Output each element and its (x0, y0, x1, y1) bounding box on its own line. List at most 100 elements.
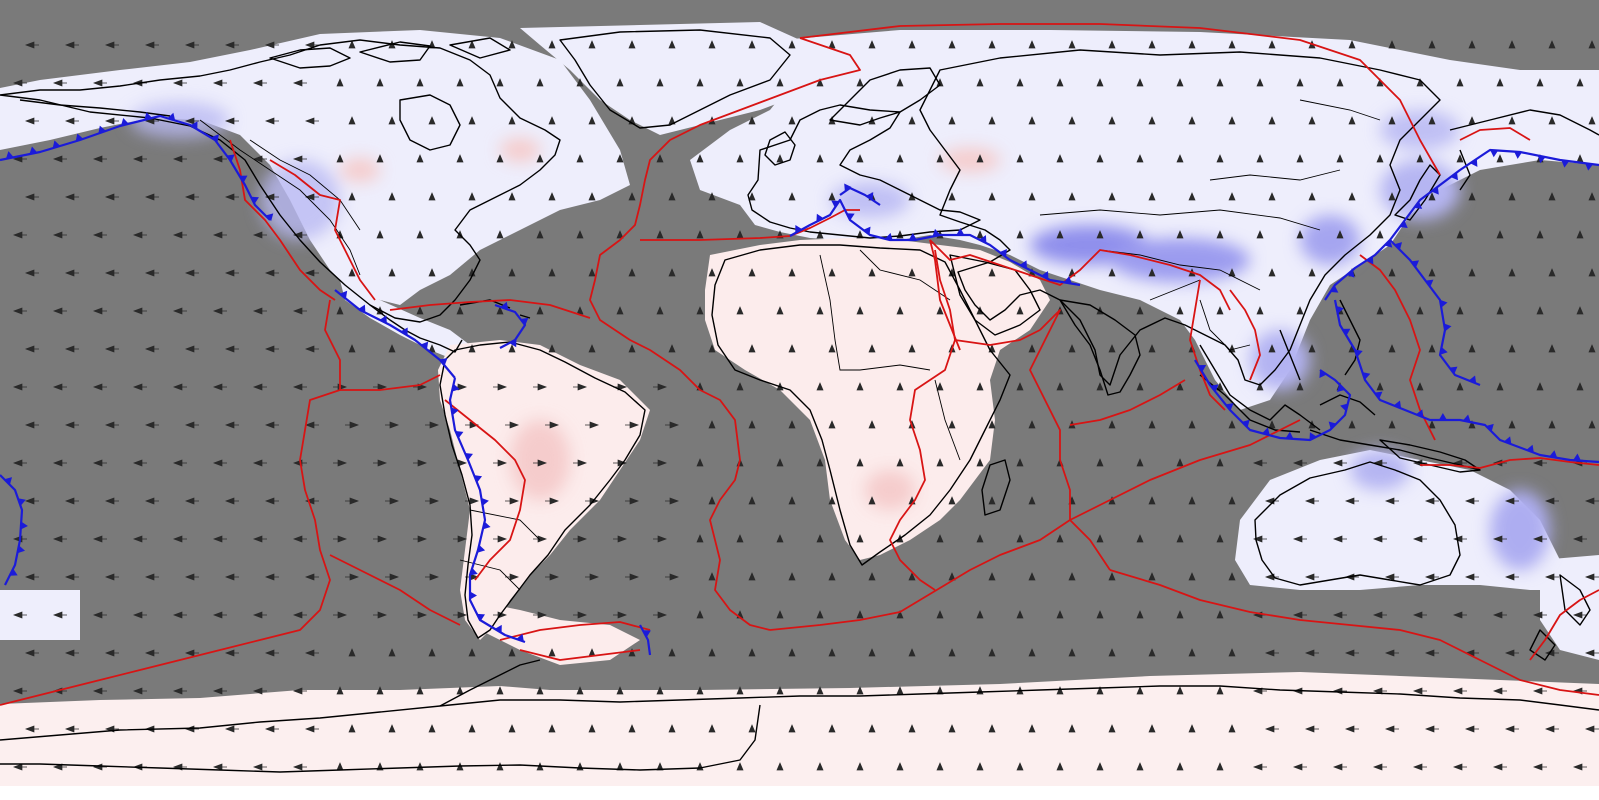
velocity-arrow (1308, 344, 1316, 353)
velocity-arrow (988, 496, 996, 505)
subduction-tooth (1438, 413, 1447, 420)
velocity-arrow (453, 611, 467, 619)
velocity-arrow (828, 420, 836, 429)
subduction-tooth (1450, 172, 1458, 181)
velocity-arrow (1268, 268, 1276, 277)
subduction-tooth (17, 545, 25, 554)
ridge-burma-andaman (1189, 279, 1226, 411)
velocity-arrow (1416, 78, 1424, 87)
velocity-arrow (816, 610, 824, 619)
velocity-arrow (348, 116, 356, 125)
subduction-tooth (1573, 453, 1582, 461)
velocity-arrow (828, 724, 836, 733)
velocity-arrow (988, 724, 996, 733)
velocity-arrow (1425, 573, 1439, 581)
velocity-arrow (348, 192, 356, 201)
velocity-arrow (748, 116, 756, 125)
ridge-azores-gibraltar (640, 235, 791, 241)
coastline-british-isles (764, 131, 796, 166)
velocity-arrow (1548, 268, 1556, 277)
subduction-tooth (17, 498, 26, 506)
velocity-arrow (696, 306, 704, 315)
velocity-arrow (413, 383, 427, 391)
velocity-arrow (1345, 725, 1359, 733)
subduction-tooth (1374, 391, 1383, 399)
velocity-arrow (213, 155, 227, 163)
velocity-arrow (1385, 649, 1399, 657)
velocity-arrow (1508, 268, 1516, 277)
velocity-arrow (948, 648, 956, 657)
subduction-tooth (1561, 160, 1570, 168)
velocity-arrow (1456, 382, 1464, 391)
velocity-arrow (1108, 648, 1116, 657)
coastline-antarctica (0, 685, 1599, 741)
velocity-arrow (25, 193, 39, 201)
subduction-tooth (1319, 369, 1327, 379)
velocity-arrow (976, 762, 984, 771)
velocity-arrow (65, 649, 79, 657)
velocity-arrow (105, 193, 119, 201)
velocity-arrow (1016, 306, 1024, 315)
velocity-arrow (1388, 420, 1396, 429)
velocity-arrow (456, 686, 464, 695)
coastline-new-guinea (1379, 439, 1481, 473)
velocity-arrow (428, 268, 436, 277)
velocity-arrow (1416, 382, 1424, 391)
velocity-arrow (1348, 192, 1356, 201)
velocity-arrow (1308, 268, 1316, 277)
velocity-arrow (145, 193, 159, 201)
subduction-tooth (482, 521, 491, 530)
velocity-arrow (1548, 192, 1556, 201)
velocity-arrow (1385, 725, 1399, 733)
velocity-arrow (788, 192, 796, 201)
velocity-arrow (908, 40, 916, 49)
velocity-arrow (376, 230, 384, 239)
subduction-tooth (451, 383, 460, 392)
velocity-arrow (376, 78, 384, 87)
velocity-arrow (656, 154, 664, 163)
velocity-arrow (1136, 534, 1144, 543)
velocity-arrow (1056, 78, 1064, 87)
velocity-arrow (265, 193, 279, 201)
velocity-arrow (1028, 192, 1036, 201)
velocity-arrow (1456, 230, 1464, 239)
coastline-hudson-bay (399, 94, 461, 151)
coastline-south-america (439, 341, 646, 639)
subduction-tooth (831, 200, 840, 208)
velocity-arrow (856, 686, 864, 695)
velocity-arrow (1268, 116, 1276, 125)
velocity-arrow (1533, 687, 1547, 695)
velocity-arrow (696, 458, 704, 467)
velocity-arrow (976, 78, 984, 87)
velocity-arrow (1548, 116, 1556, 125)
subduction-tooth (520, 317, 529, 326)
coastline-india (1059, 299, 1141, 396)
velocity-arrow (253, 307, 267, 315)
field-patagonia-tip (470, 600, 640, 665)
subduction-tooth (500, 301, 509, 310)
subduction-tooth (455, 430, 464, 439)
subduction-tooth (1342, 328, 1351, 336)
subduction-tooth (1346, 269, 1355, 278)
velocity-arrow (1388, 268, 1396, 277)
subduction-tooth (863, 226, 871, 235)
velocity-arrow (908, 344, 916, 353)
velocity-arrow (1588, 40, 1596, 49)
velocity-arrow (625, 573, 639, 581)
velocity-arrow (548, 116, 556, 125)
velocity-arrow (868, 40, 876, 49)
velocity-arrow (1573, 535, 1587, 543)
subduction-tooth (144, 112, 153, 120)
subduction-tooth (121, 117, 129, 126)
ridge-bismarck (1420, 457, 1599, 469)
velocity-arrow (936, 534, 944, 543)
velocity-arrow (988, 420, 996, 429)
velocity-arrow (708, 268, 716, 277)
velocity-arrow (1588, 420, 1596, 429)
velocity-arrow (25, 421, 39, 429)
velocity-arrow (1416, 154, 1424, 163)
velocity-arrow (948, 496, 956, 505)
subduction-tooth (52, 140, 61, 149)
velocity-arrow (1028, 648, 1036, 657)
